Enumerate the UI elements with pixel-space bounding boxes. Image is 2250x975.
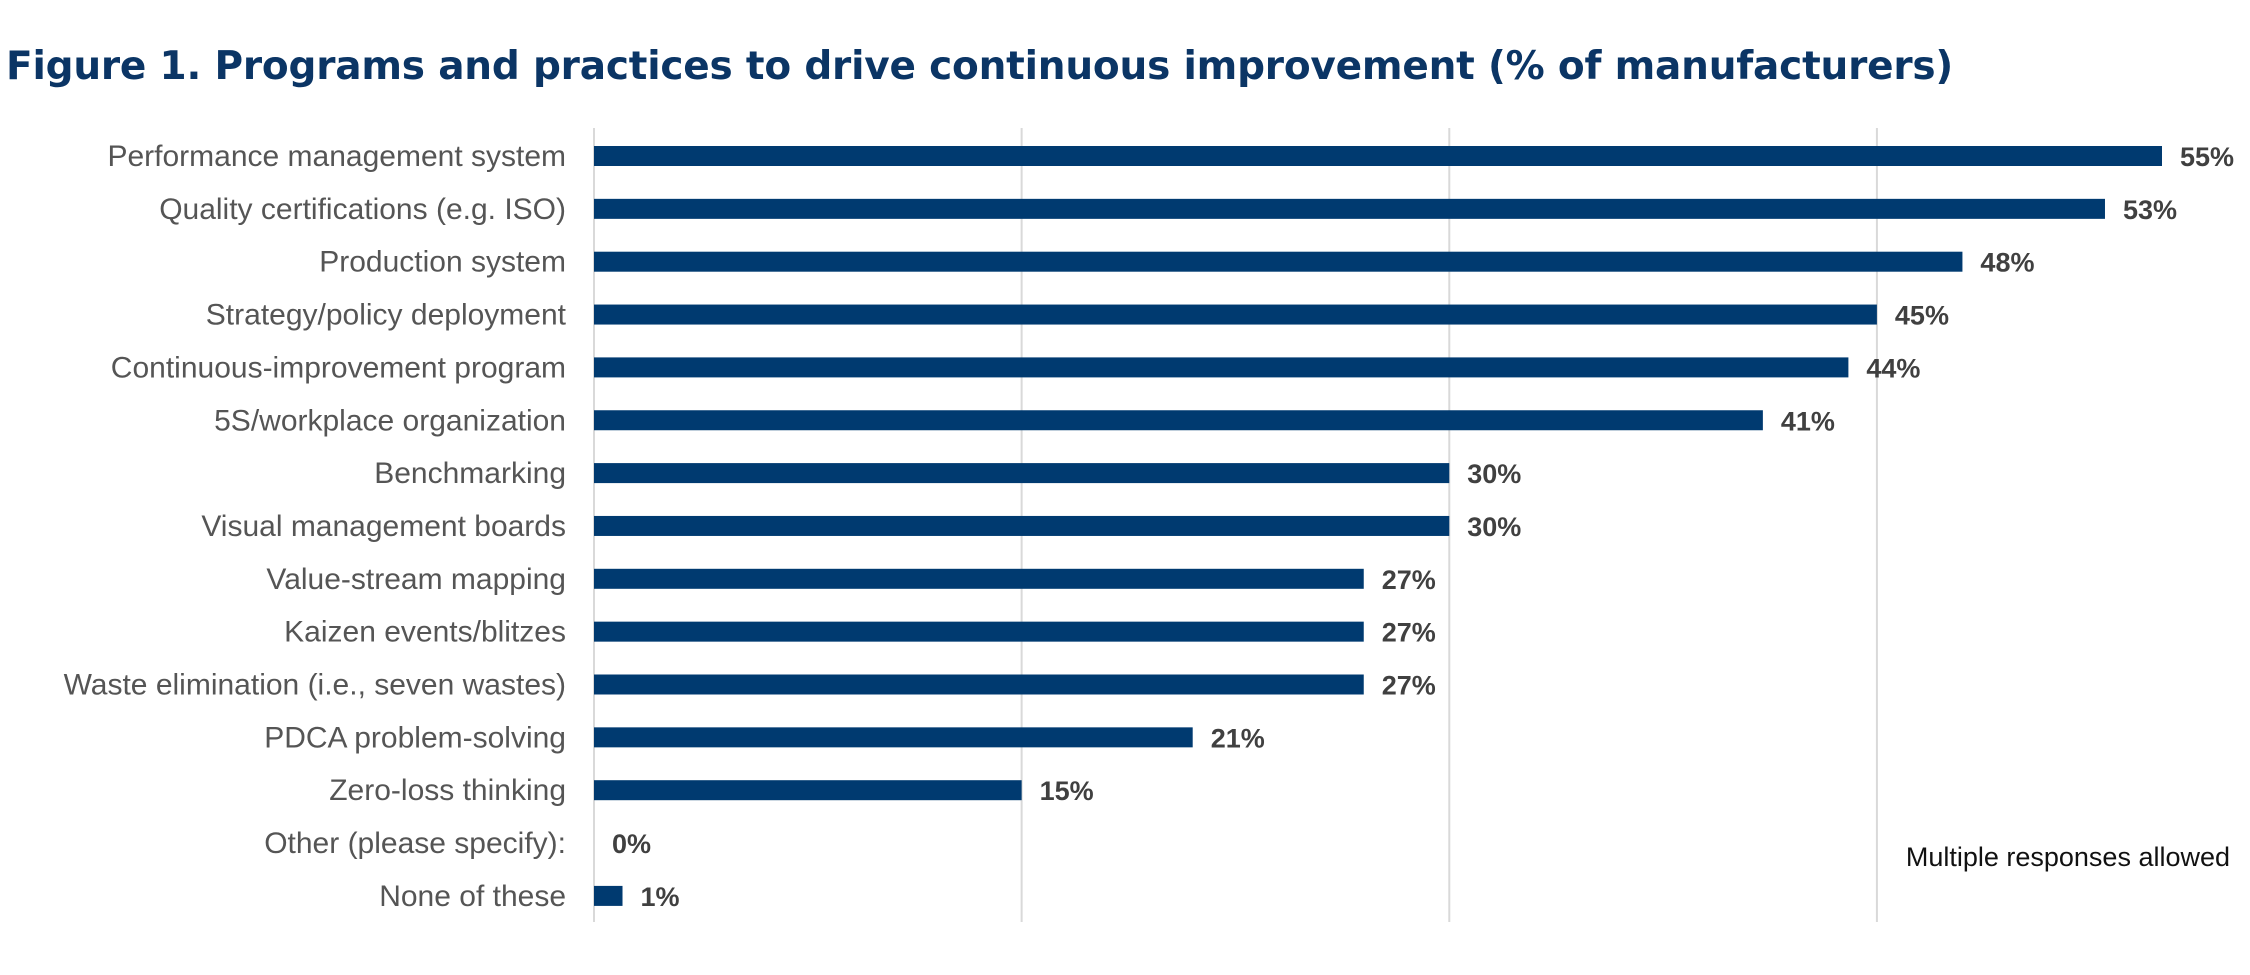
category-label: PDCA problem-solving [264,721,566,754]
bar [594,885,623,906]
data-label: 30% [1467,459,1521,489]
bar [594,146,2162,166]
data-label: 30% [1467,512,1521,542]
category-label: Waste elimination (i.e., seven wastes) [64,669,566,702]
category-label: Kaizen events/blitzes [284,616,566,649]
category-label: Value-stream mapping [266,563,566,596]
bar [594,463,1450,484]
category-label: Quality certifications (e.g. ISO) [159,193,566,226]
bar [594,568,1364,589]
data-label: 0% [612,829,651,859]
category-label: Continuous-improvement program [111,351,566,384]
category-label: Production system [319,246,566,279]
data-label: 27% [1382,618,1436,648]
bar [594,674,1364,695]
category-label: None of these [379,880,566,913]
bar [594,304,1877,325]
category-label: 5S/workplace organization [214,404,566,437]
data-label: 1% [641,882,680,912]
bar [594,357,1849,378]
data-label: 48% [1980,248,2034,278]
bar [594,780,1022,801]
category-label: Benchmarking [374,457,566,490]
bar [594,515,1450,536]
multiple-responses-note: Multiple responses allowed [1906,842,2230,872]
data-label: 44% [1866,353,1920,383]
category-label: Zero-loss thinking [329,774,566,807]
bar [594,621,1364,642]
bars [594,146,2162,906]
value-labels: 55%53% 48% 45% 44% 41% 30% 30% 27% 27% 27% 21% 15% 0… [612,142,2234,912]
bar [594,251,1963,272]
category-label: Strategy/policy deployment [206,299,567,332]
data-label: 45% [1895,301,1949,331]
data-label: 55% [2180,142,2234,172]
chart-title: Figure 1. Programs and practices to driv… [6,44,1954,89]
data-label: 15% [1040,776,1094,806]
bar [594,198,2105,219]
data-label: 27% [1382,565,1436,595]
category-label: Performance management system [107,140,566,173]
data-label: 41% [1781,406,1835,436]
data-label: 53% [2123,195,2177,225]
category-label: Visual management boards [201,510,566,543]
data-label: 27% [1382,671,1436,701]
category-labels: Performance management system Quality cer… [64,140,567,913]
data-label: 21% [1211,723,1265,753]
bar [594,727,1193,748]
bar [594,410,1763,431]
category-label: Other (please specify): [264,827,566,860]
